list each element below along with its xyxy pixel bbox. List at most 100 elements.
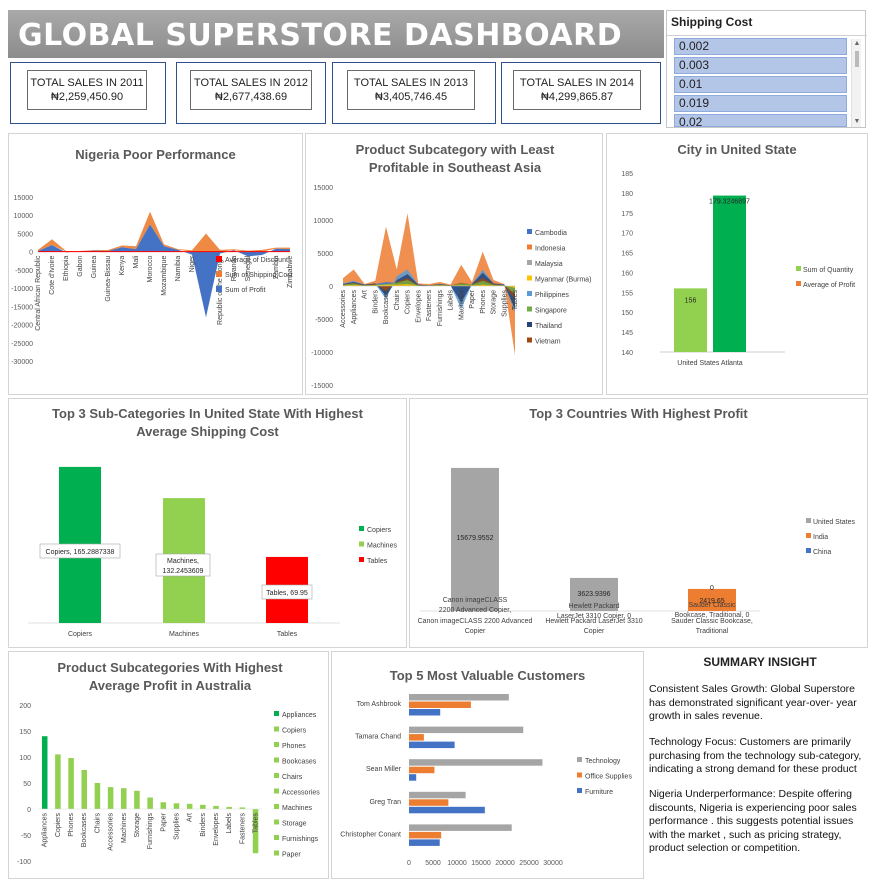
slicer-scrollbar[interactable]: ▲ ▼ xyxy=(851,39,861,127)
x-tick-label: Guinea-Bissau xyxy=(105,256,112,302)
legend-label: Bookcases xyxy=(282,759,317,766)
x-tick-label: Tables xyxy=(277,631,298,638)
legend-swatch xyxy=(527,229,532,234)
x-tick-label: Copiers xyxy=(405,290,412,315)
bar xyxy=(409,839,440,846)
bar xyxy=(688,588,736,611)
kpi-value: ₦2,677,438.69 xyxy=(214,91,288,103)
legend-swatch xyxy=(216,286,222,292)
point-label: Sauder Classic xyxy=(688,602,736,609)
y-tick-label: -10000 xyxy=(11,286,33,293)
kpi-label: TOTAL SALES IN 2014 xyxy=(519,77,635,89)
kpi-card-2014: TOTAL SALES IN 2014 ₦4,299,865.87 xyxy=(501,62,661,124)
y-tick-label: 150 xyxy=(621,310,633,317)
title-banner xyxy=(8,10,664,58)
legend-swatch xyxy=(527,291,532,296)
y-tick-label: 160 xyxy=(621,270,633,277)
bar xyxy=(409,741,455,749)
data-label: 179.3246897 xyxy=(709,199,750,206)
x-tick-label: Copiers xyxy=(55,813,62,838)
bar xyxy=(713,195,746,352)
series-area-shipping-cost xyxy=(38,211,290,252)
data-label: Copiers, 165.2887338 xyxy=(46,549,115,556)
chart-title-customers: Top 5 Most Valuable Customers xyxy=(389,668,586,683)
bar xyxy=(409,799,449,806)
x-tick-label: Tables xyxy=(512,290,519,311)
bar xyxy=(409,709,441,716)
scroll-up-icon[interactable]: ▲ xyxy=(853,40,861,47)
x-tick-label: Binders xyxy=(372,290,379,314)
x-tick-label: Art xyxy=(362,290,369,299)
x-tick-label: 10000 xyxy=(447,860,467,867)
legend-label: India xyxy=(813,534,828,541)
y-tick-label: 145 xyxy=(621,330,633,337)
callout-box xyxy=(261,584,313,600)
summary-insight-title: SUMMARY INSIGHT xyxy=(703,655,817,669)
kpi-value: ₦2,259,450.90 xyxy=(50,91,124,103)
x-tick-label: Envelopes xyxy=(213,813,220,846)
legend-swatch xyxy=(216,256,222,262)
legend-label: Storage xyxy=(282,821,307,828)
legend-label: Thailand xyxy=(535,323,562,330)
y-tick-label: 170 xyxy=(621,231,633,238)
legend-label: Technology xyxy=(585,758,621,765)
bar xyxy=(94,783,101,809)
point-label: Bookcase, Traditional, 0 xyxy=(675,612,750,619)
slicer-item[interactable]: 0.019 xyxy=(674,95,847,112)
scroll-down-icon[interactable]: ▼ xyxy=(853,118,861,125)
x-tick-label: Mali xyxy=(133,255,140,268)
y-tick-label: -15000 xyxy=(311,383,333,390)
chart-title-australia: Product Subcategories With Highest Avera… xyxy=(57,660,283,693)
legend-label: Accessories xyxy=(282,790,320,797)
legend-swatch xyxy=(806,533,811,538)
x-tick-label: Fasteners xyxy=(426,290,433,322)
slicer-item[interactable]: 0.02 xyxy=(674,114,847,127)
legend-label: Copiers xyxy=(367,527,392,534)
legend-label: Singapore xyxy=(535,308,567,315)
data-label: 0 xyxy=(710,585,714,592)
legend-label: Chairs xyxy=(282,774,303,781)
slicer-item[interactable]: 0.002 xyxy=(674,38,847,55)
y-tick-label: -15000 xyxy=(11,304,33,311)
y-tick-label: 140 xyxy=(621,350,633,357)
legend-swatch xyxy=(359,557,364,562)
slicer-item[interactable]: 0.01 xyxy=(674,76,847,93)
x-tick-label: Gabon xyxy=(77,256,84,277)
bar xyxy=(409,806,485,814)
y-tick-label: 155 xyxy=(621,290,633,297)
x-tick-label: Appliances xyxy=(351,290,358,325)
bar xyxy=(200,804,206,809)
legend-label: Furnishings xyxy=(282,836,319,843)
insight-nigeria: Nigeria Underperformance: Despite offeri… xyxy=(649,788,857,854)
x-tick-label: Phones xyxy=(480,290,487,314)
y-tick-label: Christopher Conant xyxy=(340,831,401,838)
x-tick-label: 20000 xyxy=(495,860,515,867)
bar xyxy=(674,288,707,352)
y-tick-label: 15000 xyxy=(14,195,34,202)
data-label: Tables, 69.95 xyxy=(266,590,308,597)
legend-swatch xyxy=(806,548,811,553)
legend-label: Appliances xyxy=(282,712,317,719)
bar xyxy=(68,758,74,809)
kpi-box: TOTAL SALES IN 2011 ₦2,259,450.90 xyxy=(27,70,147,110)
slicer-item[interactable]: 0.003 xyxy=(674,57,847,74)
bar xyxy=(41,736,48,809)
bar xyxy=(121,788,127,809)
legend-label: Vietnam xyxy=(535,339,561,346)
legend-label: Philippines xyxy=(535,292,569,299)
panel-nigeria xyxy=(8,133,303,395)
x-tick-label: Chairs xyxy=(94,813,101,834)
x-tick-label: Hewlett Packard LaserJet 3310 xyxy=(545,618,642,625)
x-tick-label: Furnishings xyxy=(437,290,444,327)
bar xyxy=(409,824,512,831)
y-tick-label: Tom Ashbrook xyxy=(357,701,402,708)
legend-swatch xyxy=(577,757,582,762)
x-tick-label: Cote d'Ivoire xyxy=(49,256,56,295)
scroll-thumb[interactable] xyxy=(855,51,859,67)
kpi-label: TOTAL SALES IN 2011 xyxy=(30,77,144,89)
x-tick-label: Art xyxy=(187,813,194,822)
x-tick-label: 30000 xyxy=(543,860,563,867)
legend-label: China xyxy=(813,549,831,556)
x-tick-label: Copier xyxy=(584,628,605,635)
x-tick-label: Copier xyxy=(465,628,486,635)
